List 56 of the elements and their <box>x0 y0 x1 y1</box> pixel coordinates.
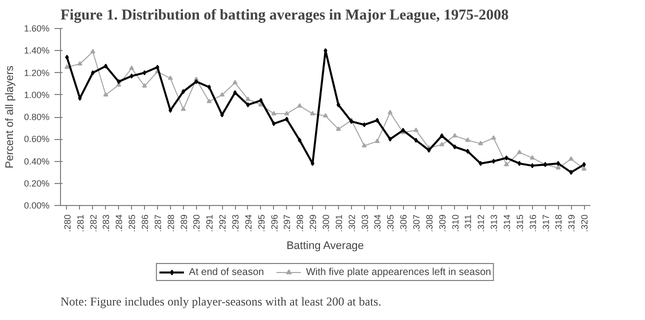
text: Note: Figure includes only player-seasons with at least 200 at bats. <box>60 294 382 308</box>
x-tick-label: .313 <box>489 214 500 232</box>
x-tick-label: .318 <box>554 214 564 232</box>
x-tick-label: .289 <box>178 214 189 232</box>
x-tick-label: .315 <box>514 214 525 232</box>
y-tick-label: 1.00% <box>24 90 50 100</box>
x-tick-label: .299 <box>308 214 318 232</box>
y-tick-label: 1.40% <box>24 46 50 56</box>
x-tick-label: .286 <box>140 214 150 232</box>
x-tick-label: .316 <box>528 214 538 232</box>
y-tick-label: 1.60% <box>24 24 50 34</box>
x-tick-label: .300 <box>321 214 331 232</box>
legend-label: At end of season <box>188 266 264 278</box>
x-tick-label: .283 <box>101 214 112 232</box>
x-tick-label: .304 <box>372 214 383 232</box>
x-tick-label: .291 <box>204 214 215 232</box>
y-tick-label: 0.40% <box>24 156 50 166</box>
y-tick-label: 0.20% <box>24 178 50 188</box>
x-tick-label: .284 <box>114 214 124 232</box>
x-tick-label: .306 <box>398 214 409 232</box>
y-axis-title: Percent of all players <box>4 65 16 168</box>
y-tick-label: 0.00% <box>24 200 50 210</box>
x-tick-label: .320 <box>580 214 590 232</box>
x-tick-label: .307 <box>411 214 422 232</box>
y-tick-label: 1.20% <box>24 68 50 78</box>
x-tick-label: .302 <box>346 214 357 232</box>
x-tick-label: .303 <box>360 214 370 232</box>
x-tick-label: .294 <box>243 214 254 232</box>
x-tick-label: .305 <box>386 214 396 232</box>
x-tick-label: .281 <box>75 214 86 232</box>
x-tick-label: .282 <box>88 214 98 232</box>
x-tick-label: .295 <box>256 214 266 232</box>
x-tick-label: .308 <box>424 214 434 232</box>
x-tick-label: .317 <box>540 214 551 232</box>
x-tick-label: .280 <box>62 214 72 232</box>
x-tick-label: .312 <box>476 214 486 232</box>
x-tick-label: .319 <box>566 214 577 232</box>
y-tick-label: 0.80% <box>24 112 50 122</box>
x-tick-label: .293 <box>230 214 241 232</box>
x-tick-label: .311 <box>463 214 474 232</box>
x-tick-label: .296 <box>269 214 280 232</box>
x-tick-label: .310 <box>450 214 460 232</box>
x-tick-label: .285 <box>127 214 138 232</box>
y-tick-label: 0.60% <box>24 134 50 144</box>
x-tick-label: .309 <box>437 214 448 232</box>
x-tick-label: .287 <box>152 214 163 232</box>
x-axis-title: Batting Average <box>286 240 364 252</box>
x-tick-label: .298 <box>295 214 306 232</box>
x-tick-label: .301 <box>334 214 344 232</box>
chart-title: Figure 1. Distribution of batting averages in Major League, 1975-2008 <box>60 8 509 24</box>
x-tick-label: .292 <box>218 214 228 232</box>
legend-label: With five plate appearences left in season <box>306 266 492 278</box>
x-tick-label: .314 <box>502 214 512 232</box>
x-tick-label: .288 <box>166 214 176 232</box>
x-tick-label: .297 <box>282 214 292 232</box>
x-tick-label: .290 <box>192 214 202 232</box>
